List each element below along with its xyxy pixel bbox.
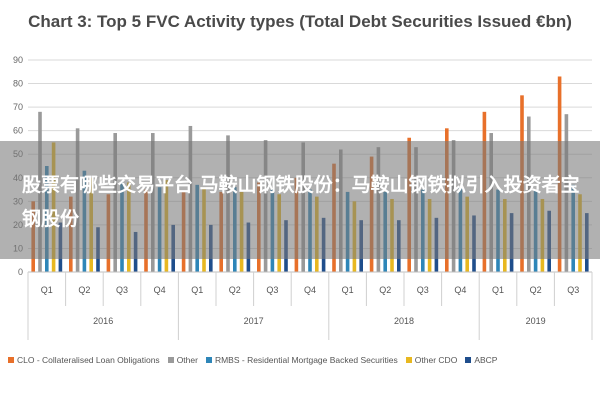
x-tick-label: Q4 — [154, 285, 166, 295]
chart-legend: CLO - Collateralised Loan Obligations Oth… — [8, 350, 598, 370]
legend-swatch — [8, 357, 14, 363]
x-tick-label: Q1 — [342, 285, 354, 295]
y-tick-label: 0 — [18, 267, 23, 277]
text-overlay-band — [0, 141, 600, 259]
chart-title: Chart 3: Top 5 FVC Activity types (Total… — [28, 12, 572, 31]
x-tick-label: Q3 — [567, 285, 579, 295]
group-label: 2019 — [526, 316, 546, 326]
legend-label: Other — [176, 355, 198, 365]
y-tick-label: 60 — [13, 126, 23, 136]
legend-swatch — [205, 357, 212, 363]
legend-item: Other — [167, 355, 198, 365]
legend-swatch — [405, 357, 412, 363]
overlay-caption: 股票有哪些交易平台 马鞍山钢铁股份：马鞍山钢铁拟引入投资者宝钢股份 — [22, 174, 580, 230]
x-tick-label: Q2 — [379, 285, 391, 295]
legend-label: RMBS - Residential Mortgage Backed Secur… — [214, 355, 398, 365]
legend-swatch — [465, 357, 472, 363]
x-tick-label: Q2 — [530, 285, 542, 295]
legend-item: Other CDO — [405, 355, 458, 365]
group-label: 2016 — [93, 316, 113, 326]
group-label: 2017 — [244, 316, 264, 326]
group-label: 2018 — [394, 316, 414, 326]
legend-label: Other CDO — [414, 355, 458, 365]
x-tick-label: Q3 — [417, 285, 429, 295]
x-tick-label: Q1 — [492, 285, 504, 295]
y-tick-label: 90 — [13, 55, 23, 65]
legend-label: ABCP — [474, 355, 498, 365]
legend-item: RMBS - Residential Mortgage Backed Secur… — [205, 355, 398, 365]
y-tick-label: 70 — [13, 102, 23, 112]
x-tick-label: Q1 — [41, 285, 53, 295]
x-tick-label: Q4 — [454, 285, 466, 295]
y-tick-label: 80 — [13, 79, 23, 89]
legend-label: CLO - Collateralised Loan Obligations — [17, 355, 160, 365]
legend-swatch — [167, 357, 174, 363]
legend-item: ABCP — [465, 355, 497, 365]
x-tick-label: Q2 — [78, 285, 90, 295]
x-tick-label: Q4 — [304, 285, 316, 295]
x-tick-label: Q2 — [229, 285, 241, 295]
x-tick-label: Q1 — [191, 285, 203, 295]
legend-item: CLO - Collateralised Loan Obligations — [8, 355, 160, 365]
x-tick-label: Q3 — [266, 285, 278, 295]
x-tick-label: Q3 — [116, 285, 128, 295]
